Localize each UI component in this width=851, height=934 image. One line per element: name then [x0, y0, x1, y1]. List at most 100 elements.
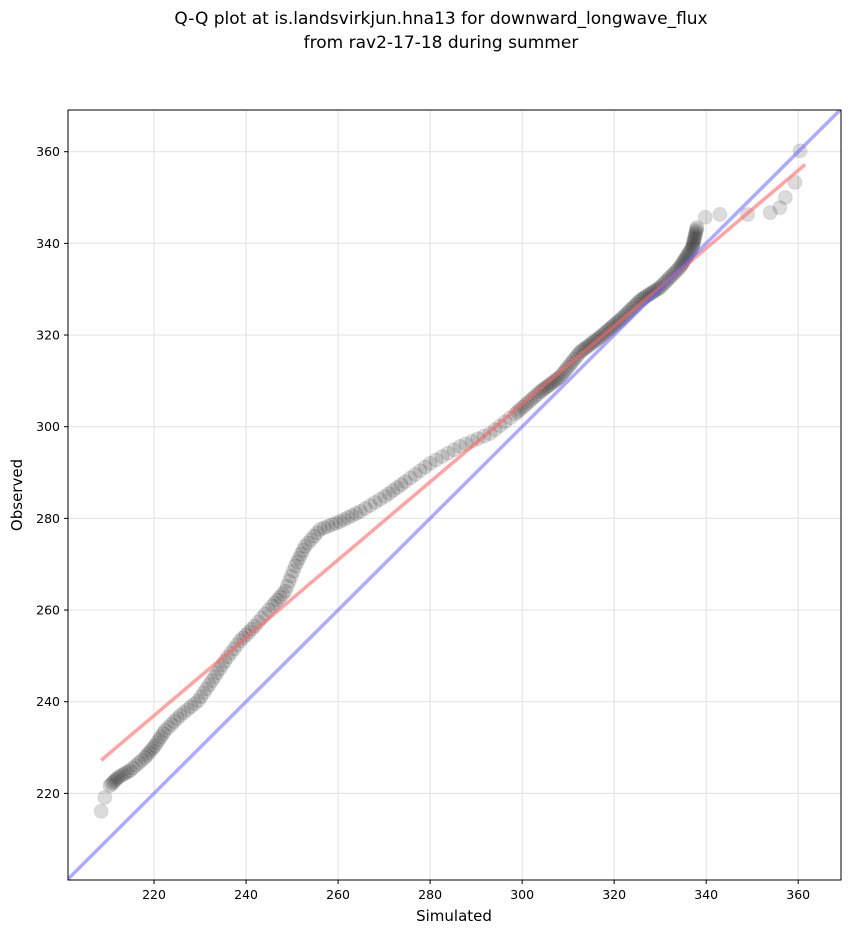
- data-point: [163, 717, 179, 733]
- data-point: [446, 442, 462, 458]
- data-point: [417, 459, 433, 475]
- data-point: [452, 438, 468, 454]
- data-point: [572, 344, 588, 360]
- data-point: [762, 205, 778, 221]
- data-point: [172, 707, 188, 723]
- x-axis-label: Simulated: [416, 907, 492, 925]
- data-point: [306, 528, 322, 544]
- ticks: 220 240 260 280 300 320 340 360 220 240 260 280 300 3…: [36, 144, 810, 902]
- data-point: [397, 474, 413, 490]
- data-point: [689, 221, 705, 237]
- data-point: [492, 418, 508, 434]
- data-point: [357, 500, 373, 516]
- data-point: [527, 388, 543, 404]
- data-point: [102, 778, 118, 794]
- data-point: [147, 738, 163, 754]
- data-point: [104, 776, 120, 792]
- axes-frame: [67, 109, 842, 881]
- data-point: [309, 525, 325, 541]
- data-point: [93, 803, 109, 819]
- data-point: [131, 755, 147, 771]
- data-point: [687, 227, 703, 243]
- data-point: [686, 231, 702, 247]
- y-tick-label: 240: [36, 694, 60, 709]
- data-point: [283, 568, 299, 584]
- data-point: [372, 491, 388, 507]
- data-point: [688, 225, 704, 241]
- data-point: [207, 669, 223, 685]
- data-point: [352, 504, 368, 519]
- data-point: [381, 485, 397, 501]
- data-point: [402, 470, 418, 486]
- data-point: [107, 773, 123, 789]
- data-point: [362, 497, 378, 513]
- data-point: [385, 483, 401, 499]
- data-point: [287, 558, 303, 574]
- data-point: [149, 735, 165, 751]
- data-point: [166, 714, 182, 730]
- data-point: [320, 518, 336, 534]
- data-point: [428, 452, 444, 468]
- one-to-one-line: [68, 110, 841, 880]
- data-point: [772, 200, 788, 216]
- x-tick-label: 220: [142, 887, 166, 902]
- x-tick-label: 300: [510, 887, 534, 902]
- data-point: [688, 223, 704, 239]
- data-point: [530, 386, 546, 402]
- data-point: [389, 480, 405, 496]
- data-point: [264, 598, 280, 614]
- data-point: [534, 382, 550, 398]
- data-point: [293, 546, 309, 562]
- chart-title-line1: Q-Q plot at is.landsvirkjun.hna13 for do…: [174, 9, 707, 29]
- data-point: [155, 726, 171, 742]
- data-point: [151, 732, 167, 748]
- data-point: [687, 229, 703, 245]
- data-point: [303, 532, 319, 548]
- y-tick-label: 340: [36, 236, 60, 251]
- data-point: [697, 209, 713, 225]
- data-point: [685, 235, 701, 251]
- x-tick-label: 260: [326, 887, 350, 902]
- data-point: [196, 685, 212, 701]
- data-point: [316, 520, 332, 536]
- x-tick-label: 340: [694, 887, 718, 902]
- data-point: [108, 771, 124, 787]
- y-tick-label: 300: [36, 419, 60, 434]
- data-point: [312, 521, 328, 537]
- data-point: [125, 760, 141, 776]
- data-point: [538, 379, 554, 395]
- x-tick-label: 280: [418, 887, 442, 902]
- x-tick-label: 320: [602, 887, 626, 902]
- data-point: [141, 745, 157, 761]
- data-point: [238, 627, 254, 643]
- data-point: [297, 538, 313, 554]
- y-tick-label: 320: [36, 328, 60, 343]
- data-point: [281, 573, 297, 589]
- data-point: [113, 768, 129, 784]
- y-tick-label: 260: [36, 603, 60, 618]
- data-point: [269, 592, 285, 608]
- data-point: [324, 517, 340, 533]
- data-point: [139, 747, 155, 763]
- data-point: [122, 762, 138, 778]
- data-point: [367, 494, 383, 510]
- data-point: [340, 510, 356, 526]
- data-point: [332, 514, 348, 530]
- data-point: [285, 563, 301, 579]
- data-point: [198, 681, 214, 697]
- data-point: [393, 477, 409, 493]
- data-point: [291, 550, 307, 566]
- data-point: [344, 508, 360, 524]
- data-point: [115, 767, 131, 783]
- data-point: [289, 554, 305, 570]
- data-point: [272, 589, 288, 605]
- data-point: [279, 578, 295, 594]
- data-point: [686, 233, 702, 249]
- data-point: [176, 705, 192, 721]
- fit-line: [99, 163, 807, 762]
- data-point: [137, 750, 153, 766]
- data-point: [685, 237, 701, 253]
- data-point: [777, 190, 793, 206]
- data-point: [787, 174, 803, 190]
